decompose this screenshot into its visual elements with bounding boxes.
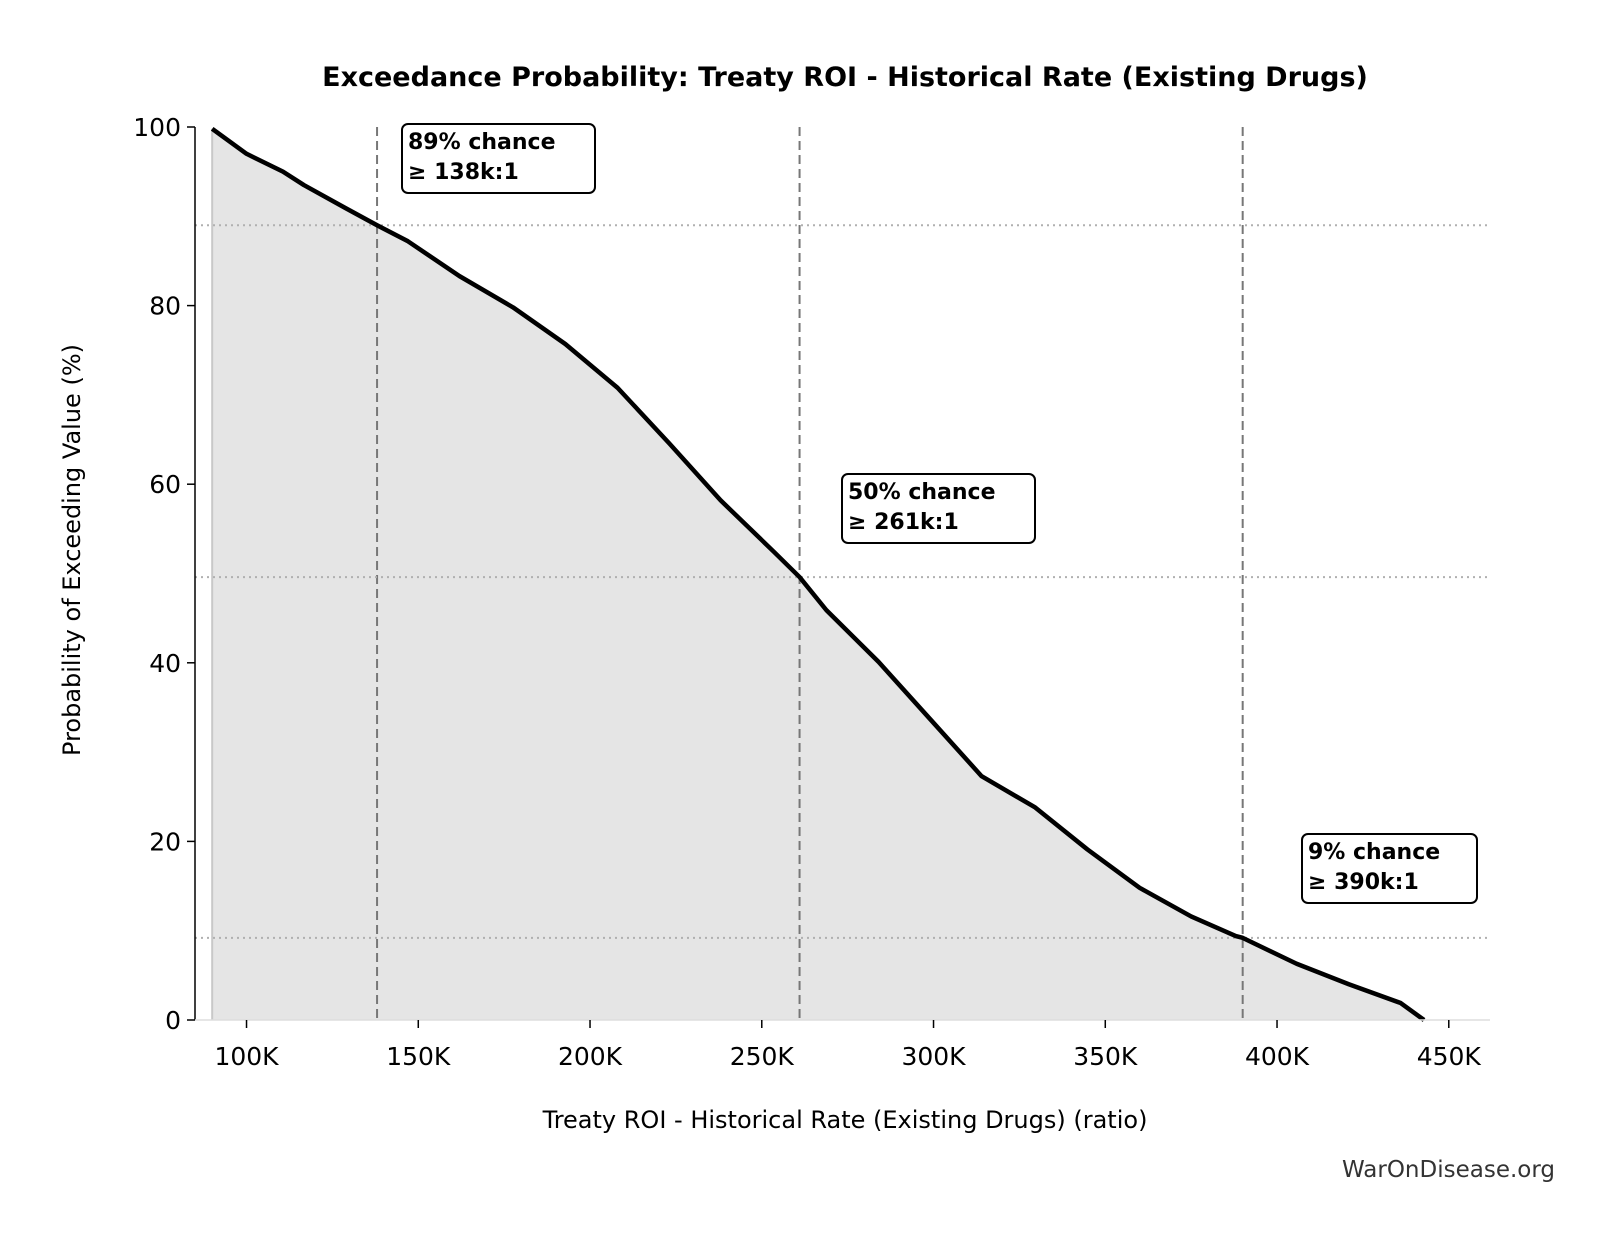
x-tick-label: 250K xyxy=(730,1042,795,1071)
y-tick-label: 80 xyxy=(149,292,181,321)
annotation-box: 50% chance ≥ 261k:1 xyxy=(841,473,1036,544)
y-tick-label: 100 xyxy=(133,113,181,142)
annotation-box: 89% chance ≥ 138k:1 xyxy=(401,123,596,194)
annotation-line1: 50% chance xyxy=(848,480,996,505)
y-tick-label: 60 xyxy=(149,470,181,499)
x-tick-label: 350K xyxy=(1073,1042,1138,1071)
x-tick-label: 450K xyxy=(1417,1042,1482,1071)
chart-title: Exceedance Probability: Treaty ROI - His… xyxy=(322,62,1368,93)
annotation-frame xyxy=(401,123,596,194)
annotation-frame xyxy=(841,473,1036,544)
x-tick-label: 150K xyxy=(386,1042,451,1071)
exceedance-curve xyxy=(210,126,1426,1022)
y-tick-label: 40 xyxy=(149,649,181,678)
y-axis-label: Probability of Exceeding Value (%) xyxy=(58,344,86,756)
annotation-line2: ≥ 261k:1 xyxy=(848,510,959,535)
x-axis-label: Treaty ROI - Historical Rate (Existing D… xyxy=(542,1106,1148,1134)
annotation-box: 9% chance ≥ 390k:1 xyxy=(1301,833,1478,904)
watermark: WarOnDisease.org xyxy=(1342,1157,1555,1183)
x-tick-label: 200K xyxy=(558,1042,623,1071)
annotation-frame xyxy=(1301,833,1478,904)
annotation-line1: 9% chance xyxy=(1308,840,1440,865)
y-tick-label: 0 xyxy=(165,1006,181,1035)
area-fill xyxy=(212,128,1425,1020)
annotation-line2: ≥ 390k:1 xyxy=(1308,870,1419,895)
x-tick-label: 400K xyxy=(1245,1042,1310,1071)
x-tick-label: 300K xyxy=(901,1042,966,1071)
annotation-line1: 89% chance xyxy=(408,130,556,155)
plot-area: 89% chance ≥ 138k:1 50% chance ≥ 261k:1 9% c… xyxy=(133,113,1490,1071)
y-tick-label: 20 xyxy=(149,827,181,856)
annotation-line2: ≥ 138k:1 xyxy=(408,160,519,185)
x-tick-label: 100K xyxy=(214,1042,279,1071)
